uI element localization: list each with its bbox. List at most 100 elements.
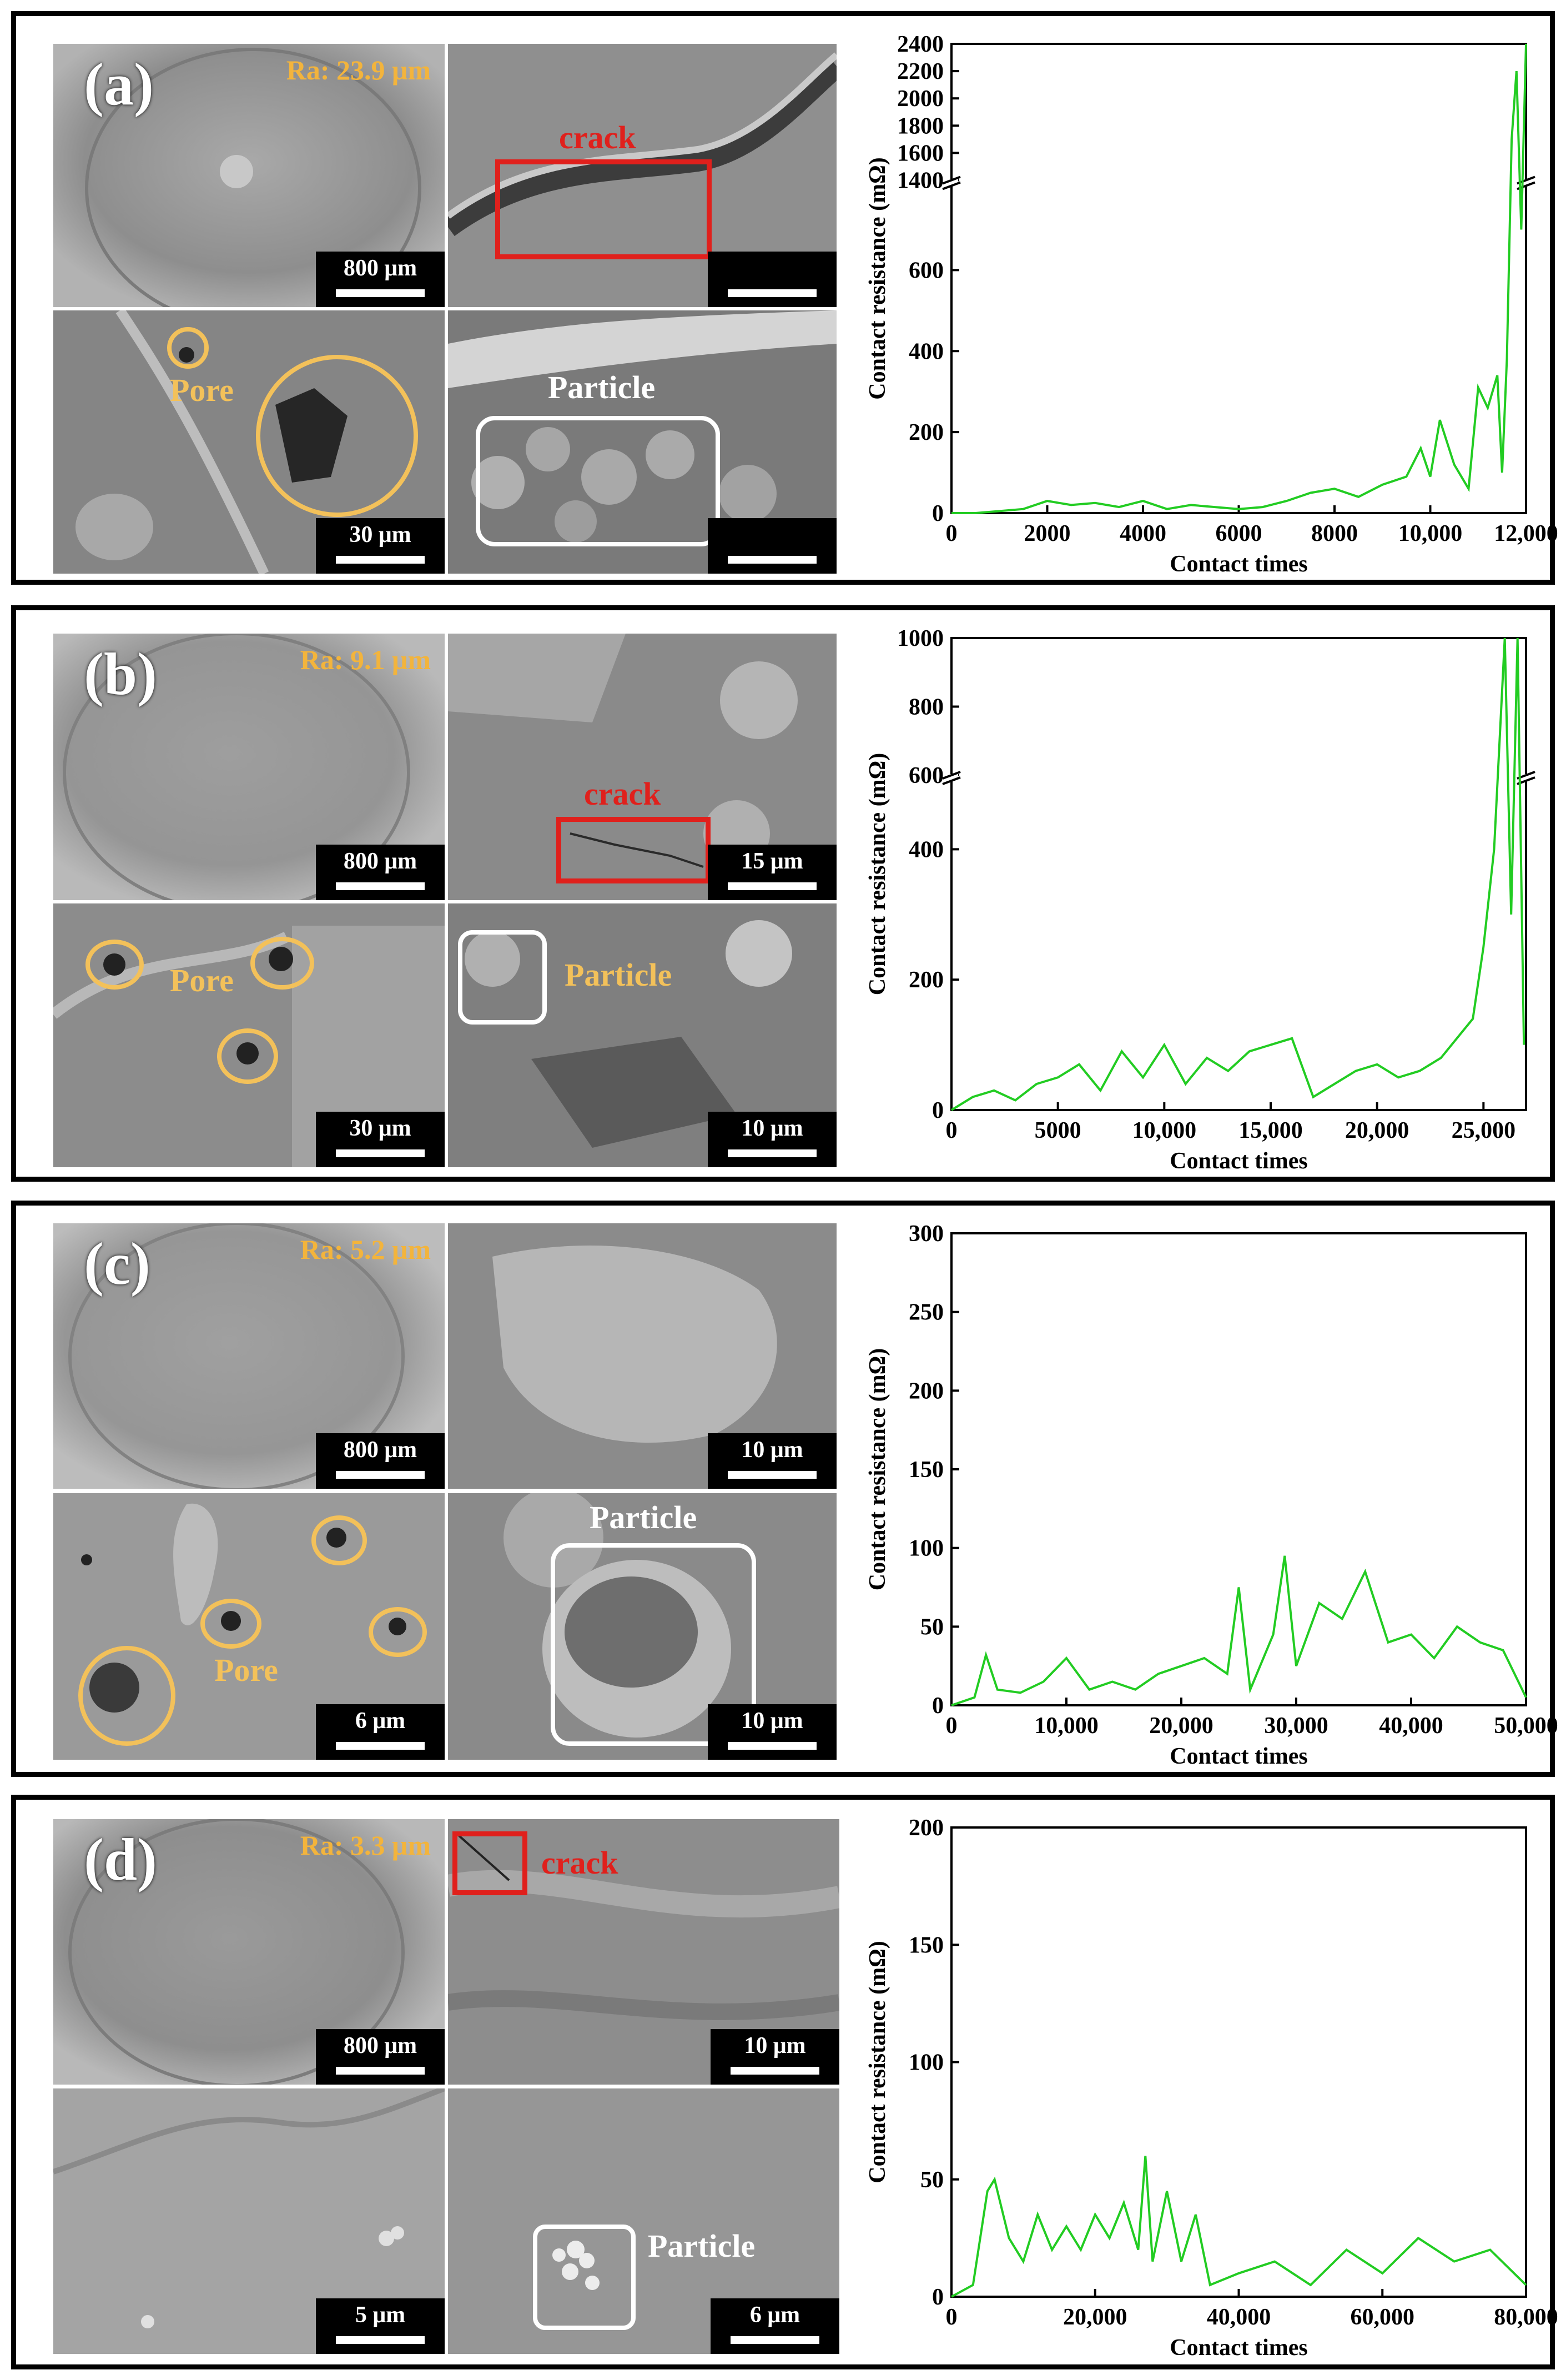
y-tick-label: 2200 [897, 59, 944, 84]
sem-crack-b: crack 15 μm [448, 634, 837, 900]
sem-pore-c: Pore 6 μm [53, 1493, 445, 1760]
pore-label: Pore [214, 1652, 278, 1688]
chart-svg: 0 5000 10,000 15,000 20,000 25,000 0 200 400 600 8… [865, 626, 1535, 1174]
x-tick-label: 0 [946, 1118, 958, 1143]
y-axis-label: Contact resistance (mΩ) [865, 1941, 890, 2183]
scale-bar: 10 μm [708, 1112, 837, 1167]
x-axis-label: Contact times [1170, 2335, 1307, 2361]
y-tick-label: 150 [909, 1457, 944, 1483]
y-tick-label: 800 [909, 695, 944, 720]
y-tick-label: 0 [932, 2284, 944, 2310]
scale-bar: 5 μm [316, 2298, 445, 2354]
scale-bar: 6 μm [711, 2298, 839, 2354]
particle-box [533, 2225, 636, 2330]
y-axis-label: Contact resistance (mΩ) [865, 1348, 890, 1590]
y-tick-label: 2400 [897, 32, 944, 57]
y-tick-label: 400 [909, 837, 944, 862]
x-tick-label: 40,000 [1207, 2304, 1271, 2330]
y-axis-label: Contact resistance (mΩ) [865, 157, 890, 399]
sem-particle-b: Particle 10 μm [448, 903, 837, 1167]
scale-bar: 10 μm [708, 1704, 837, 1760]
x-tick-label: 10,000 [1034, 1713, 1099, 1739]
scale-bar-text: 30 μm [349, 522, 411, 548]
sem-crack-a: crack [448, 44, 837, 307]
scale-bar: 30 μm [316, 518, 445, 574]
plot-frame [950, 43, 1527, 514]
scale-bar: 800 μm [316, 252, 445, 307]
scale-bar: 15 μm [708, 845, 837, 900]
plot-frame [950, 1826, 1527, 2298]
x-tick-label: 20,000 [1345, 1118, 1409, 1143]
y-tick-label: 300 [909, 1221, 944, 1247]
y-tick-label: 50 [920, 2167, 944, 2193]
plot-frame [950, 1232, 1527, 1706]
x-tick-label: 5000 [1035, 1118, 1081, 1143]
particle-label: Particle [548, 369, 656, 405]
x-tick-label: 80,000 [1494, 2304, 1558, 2330]
chart-b: 0 5000 10,000 15,000 20,000 25,000 0 200 400 600 8… [852, 626, 1540, 1177]
chart-c: 0 10,000 20,000 30,000 40,000 50,000 0 50 100 150… [852, 1221, 1558, 1772]
x-tick-label: 20,000 [1063, 2304, 1127, 2330]
sem-pore-a: Pore 30 μm [53, 310, 445, 574]
x-tick-label: 2000 [1024, 521, 1071, 546]
x-tick-label: 40,000 [1379, 1713, 1443, 1739]
chart-d: 0 20,000 40,000 60,000 80,000 0 50 100 150 200 Con… [852, 1815, 1558, 2363]
x-tick-label: 8000 [1311, 521, 1358, 546]
axis-break-mark [942, 181, 961, 190]
series-line [950, 637, 1525, 1111]
y-tick-label: 400 [909, 339, 944, 364]
scale-bar-text: 10 μm [744, 2033, 806, 2058]
axis-break-mark [942, 776, 961, 785]
particle-label: Particle [565, 957, 672, 993]
sem-particle-d: Particle 6 μm [448, 2088, 839, 2354]
y-tick-label: 100 [909, 2050, 944, 2076]
chart-svg: 0 20,000 40,000 60,000 80,000 0 50 100 150 200 Con… [865, 1815, 1558, 2361]
x-tick-label: 25,000 [1452, 1118, 1516, 1143]
chart-svg: 0 10,000 20,000 30,000 40,000 50,000 0 50 100 150… [865, 1221, 1558, 1769]
panel-label: (b) [84, 641, 157, 707]
x-tick-label: 20,000 [1149, 1713, 1213, 1739]
scale-bar-text: 6 μm [355, 1708, 406, 1734]
particle-label: Particle [648, 2228, 756, 2264]
pore-circle [85, 940, 144, 990]
pore-circle [311, 1515, 367, 1565]
roughness-label: Ra: 23.9 μm [286, 54, 431, 86]
scale-bar-text: 10 μm [741, 1116, 803, 1141]
scale-bar [708, 518, 837, 574]
pore-circle [167, 327, 209, 369]
particle-label: Particle [590, 1499, 697, 1535]
y-tick-label: 200 [909, 1815, 944, 1841]
scale-bar-text: 10 μm [741, 1437, 803, 1463]
scale-bar-text: 30 μm [349, 1116, 411, 1141]
x-axis-label: Contact times [1170, 551, 1307, 577]
scale-bar-text: 800 μm [343, 255, 417, 281]
scale-bar-text: 5 μm [355, 2302, 406, 2328]
x-tick-label: 0 [946, 1713, 958, 1739]
y-tick-label: 600 [909, 763, 944, 789]
scale-bar [708, 252, 837, 307]
sem-overview-b: (b) Ra: 9.1 μm 800 μm [53, 634, 445, 900]
pore-label: Pore [170, 372, 234, 408]
y-tick-label: 50 [920, 1614, 944, 1640]
x-tick-label: 6000 [1216, 521, 1262, 546]
x-tick-label: 12,000 [1494, 521, 1558, 546]
sem-surface-c: 10 μm [448, 1223, 837, 1489]
pore-circle [369, 1607, 427, 1657]
y-tick-label: 0 [932, 1693, 944, 1719]
x-axis-label: Contact times [1170, 1744, 1307, 1769]
y-axis-label: Contact resistance (mΩ) [865, 753, 890, 995]
sem-crack-d: crack 10 μm [448, 1819, 839, 2085]
y-tick-label: 250 [909, 1300, 944, 1325]
scale-bar-text: 15 μm [741, 848, 803, 874]
scale-bar-text: 800 μm [343, 848, 417, 874]
y-tick-label: 0 [932, 1098, 944, 1123]
pore-circle [217, 1028, 278, 1084]
pore-label: Pore [170, 962, 234, 998]
x-tick-label: 30,000 [1264, 1713, 1328, 1739]
crack-box [556, 817, 711, 883]
sem-overview-d: (d) Ra: 3.3 μm 800 μm [53, 1819, 445, 2085]
y-tick-label: 200 [909, 420, 944, 445]
y-tick-label: 150 [909, 1932, 944, 1958]
series-line [951, 43, 1527, 514]
y-tick-label: 0 [932, 501, 944, 526]
